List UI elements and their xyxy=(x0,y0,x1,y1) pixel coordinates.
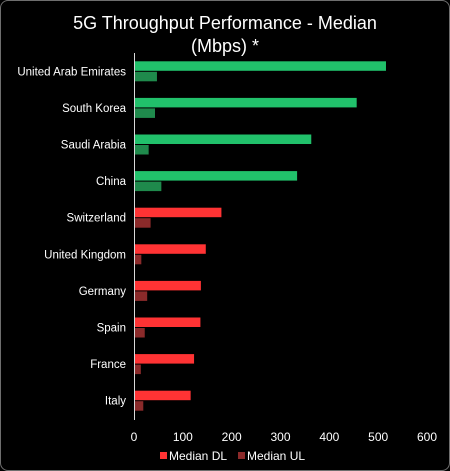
chart-title-line1: 5G Throughput Performance - Median xyxy=(73,13,377,33)
category-label: Spain xyxy=(97,323,126,335)
bar-median-ul xyxy=(134,145,149,155)
bars-group xyxy=(134,61,386,411)
x-tick-label: 0 xyxy=(131,430,138,444)
bar-median-dl xyxy=(134,207,222,218)
category-label: France xyxy=(90,359,126,371)
x-tick-label: 500 xyxy=(368,430,388,444)
bar-median-ul xyxy=(134,218,151,228)
bar-median-ul xyxy=(134,291,148,301)
bar-median-ul xyxy=(134,401,144,411)
bar-median-ul xyxy=(134,328,145,338)
category-label: China xyxy=(96,176,127,188)
bar-median-dl xyxy=(134,244,206,254)
legend-swatch xyxy=(160,452,167,459)
x-tick-label: 300 xyxy=(270,430,290,444)
bar-median-dl xyxy=(134,280,201,291)
legend-label: Median UL xyxy=(247,449,305,463)
category-label: Italy xyxy=(105,396,126,408)
bar-median-dl xyxy=(134,97,357,108)
category-label: South Korea xyxy=(62,103,127,115)
bar-median-dl xyxy=(134,317,201,327)
bar-median-ul xyxy=(134,181,162,192)
legend: Median DL Median UL xyxy=(160,449,305,463)
category-label: Germany xyxy=(79,286,127,298)
bar-median-dl xyxy=(134,61,386,71)
bar-median-ul xyxy=(134,254,142,265)
legend-label: Median DL xyxy=(169,449,227,463)
chart-title: 5G Throughput Performance - Median (Mbps… xyxy=(0,12,450,58)
bar-median-dl xyxy=(134,390,191,401)
x-axis: 0 100 200 300 400 500 600 xyxy=(131,53,437,444)
bar-median-dl xyxy=(134,134,312,144)
category-label: United Kingdom xyxy=(44,249,126,261)
x-tick-label: 600 xyxy=(417,430,437,444)
category-label: United Arab Emirates xyxy=(17,66,126,78)
category-labels: United Arab Emirates South Korea Saudi Ara… xyxy=(17,66,126,407)
category-label: Saudi Arabia xyxy=(61,140,127,152)
bar-median-ul xyxy=(134,364,141,375)
legend-swatch xyxy=(238,452,245,459)
bar-median-dl xyxy=(134,354,195,364)
category-label: Switzerland xyxy=(67,213,126,225)
chart-title-line2: (Mbps) * xyxy=(190,36,259,56)
x-tick-label: 100 xyxy=(173,430,193,444)
bar-median-ul xyxy=(134,71,157,82)
bar-median-ul xyxy=(134,108,155,118)
bar-median-dl xyxy=(134,171,298,181)
x-tick-label: 200 xyxy=(222,430,242,444)
x-tick-label: 400 xyxy=(319,430,339,444)
